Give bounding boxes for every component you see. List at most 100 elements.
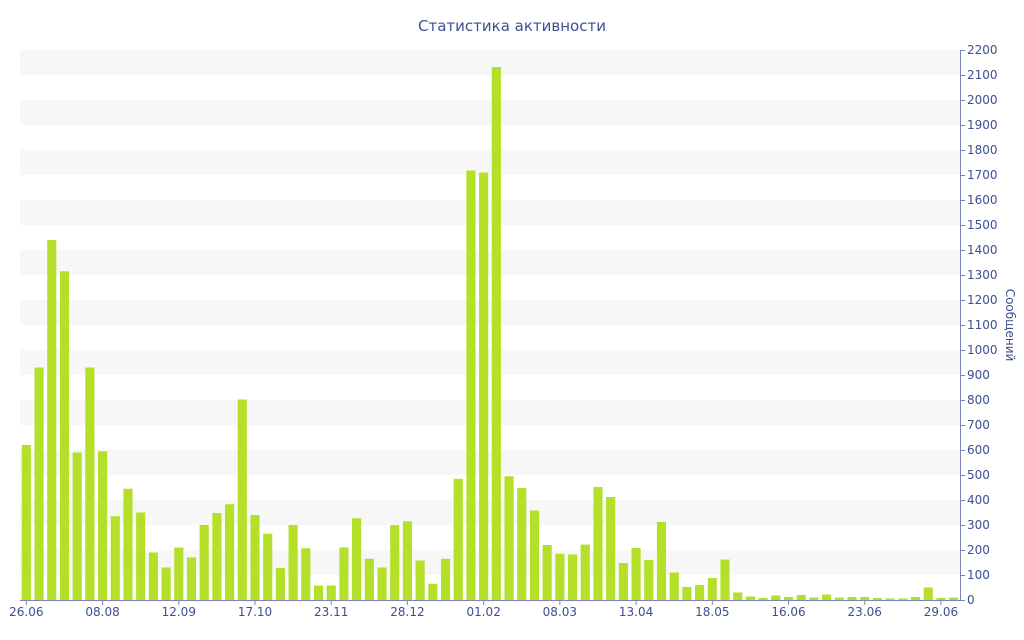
bar (377, 567, 387, 600)
bar (618, 563, 628, 600)
y-tick-label: 600 (967, 443, 990, 457)
y-axis-title: Сообщений (1003, 289, 1017, 362)
bar (542, 545, 552, 600)
bar (326, 585, 336, 600)
bar (834, 597, 844, 600)
y-tick-label: 500 (967, 468, 990, 482)
bar (174, 547, 184, 600)
bar (59, 271, 70, 600)
x-tick-label: 13.04 (619, 605, 653, 619)
bar (580, 544, 590, 600)
bar (898, 598, 908, 600)
y-axis-ticks: 0 100 200 300 400 500 600 700 800 900 1000 1100 1200… (960, 43, 998, 607)
grid-band (20, 550, 960, 575)
grid-bands (20, 50, 960, 575)
x-tick-label: 28.12 (390, 605, 424, 619)
bar (910, 597, 921, 600)
grid-band (20, 450, 960, 475)
bar (707, 578, 717, 600)
grid-band (20, 250, 960, 275)
bar (148, 552, 158, 600)
x-tick-label: 08.08 (85, 605, 119, 619)
bar (352, 518, 362, 600)
bars-group (21, 67, 959, 600)
bar (428, 583, 438, 600)
bar (440, 558, 451, 600)
bar (809, 597, 819, 600)
bar (504, 476, 514, 600)
x-tick-label: 01.02 (466, 605, 500, 619)
x-tick-label: 23.06 (848, 605, 882, 619)
bar (758, 598, 768, 600)
y-tick-label: 900 (967, 368, 990, 382)
grid-band (20, 500, 960, 525)
y-tick-label: 800 (967, 393, 990, 407)
bar (720, 559, 730, 600)
chart-title: Статистика активности (418, 17, 606, 35)
bar (491, 67, 501, 600)
x-tick-label: 26.06 (9, 605, 43, 619)
x-axis-ticks: 26.06 08.08 12.09 17.10 23.11 28.12 01.02 08.03… (9, 600, 958, 619)
bar (771, 595, 781, 600)
x-tick-label: 12.09 (162, 605, 196, 619)
x-tick-label: 16.06 (771, 605, 805, 619)
grid-band (20, 400, 960, 425)
x-tick-label: 23.11 (314, 605, 348, 619)
y-tick-label: 1900 (967, 118, 998, 132)
bar (402, 521, 413, 600)
bar (529, 510, 540, 600)
grid-band (20, 100, 960, 125)
bar (949, 597, 959, 600)
bar (644, 560, 654, 600)
bar (161, 567, 171, 600)
y-tick-label: 700 (967, 418, 990, 432)
bar (923, 587, 933, 600)
x-tick-label: 08.03 (543, 605, 577, 619)
y-tick-label: 2200 (967, 43, 998, 57)
bar (85, 367, 95, 600)
y-tick-label: 300 (967, 518, 990, 532)
bar (212, 513, 222, 600)
bar (733, 592, 743, 600)
bar (669, 572, 679, 600)
bar (415, 560, 425, 600)
bar (250, 515, 260, 600)
grid-band (20, 200, 960, 225)
bar (390, 525, 400, 600)
bar (21, 445, 31, 600)
bar (34, 367, 44, 600)
bar (682, 587, 692, 600)
bar (199, 525, 209, 600)
y-tick-label: 2100 (967, 68, 998, 82)
bar (453, 478, 463, 600)
bar (593, 487, 603, 600)
y-tick-label: 1300 (967, 268, 998, 282)
y-tick-label: 200 (967, 543, 990, 557)
bar (136, 512, 146, 600)
bar (822, 594, 832, 600)
bar (656, 522, 667, 600)
bar (72, 452, 82, 600)
bar (339, 547, 349, 600)
bar (288, 525, 298, 600)
y-tick-label: 1100 (967, 318, 998, 332)
y-tick-label: 1500 (967, 218, 998, 232)
bar (936, 598, 946, 600)
y-tick-label: 400 (967, 493, 990, 507)
bar (567, 554, 578, 600)
bar (885, 598, 895, 600)
bar (796, 595, 806, 600)
x-tick-label: 17.10 (238, 605, 272, 619)
bar (263, 533, 273, 600)
y-tick-label: 100 (967, 568, 990, 582)
bar (517, 488, 527, 600)
y-tick-label: 1400 (967, 243, 998, 257)
bar (225, 504, 235, 600)
bar (847, 597, 857, 600)
bar (186, 557, 197, 600)
bar (237, 399, 247, 600)
bar (606, 497, 616, 600)
bar (695, 585, 705, 600)
grid-band (20, 300, 960, 325)
